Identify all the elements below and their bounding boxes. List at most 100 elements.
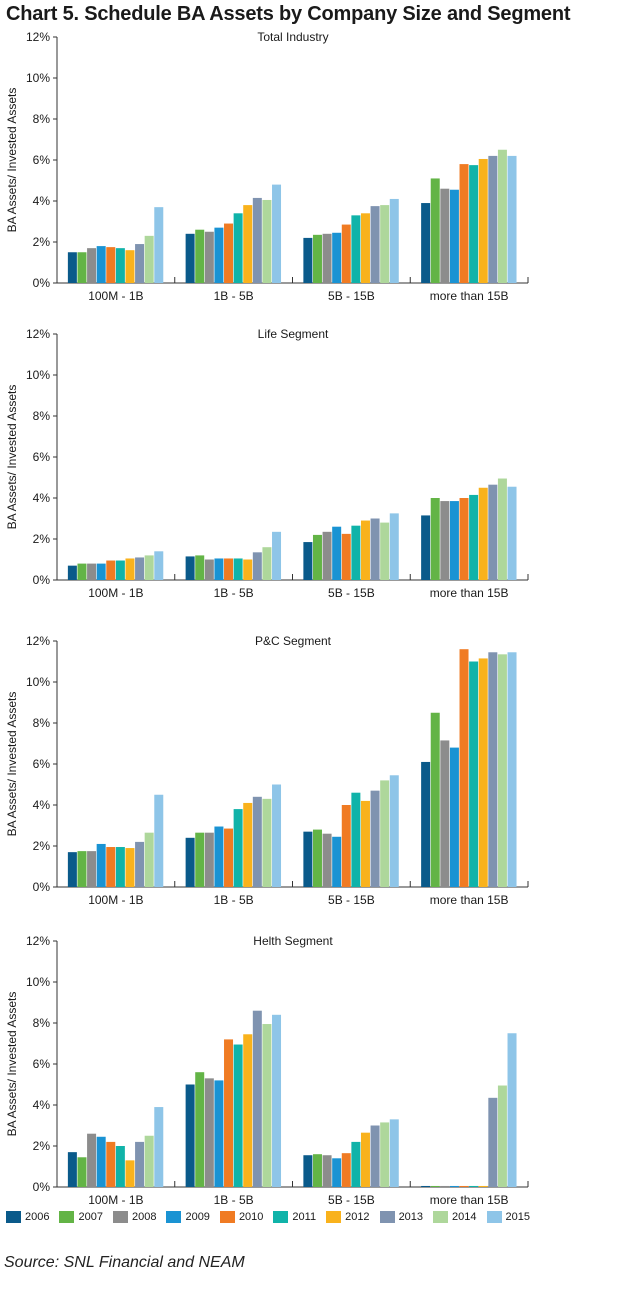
legend-swatch [219,1211,235,1223]
x-tick-label: 1B - 5B [214,289,254,303]
bar-2015 [389,775,399,887]
x-tick-label: more than 15B [430,586,509,600]
bar-2015 [154,1107,164,1187]
y-axis-title: BA Assets/ Invested Assets [5,992,19,1137]
bar-2011 [233,558,243,580]
y-tick-label: 10% [26,71,50,85]
bar-2009 [96,563,106,580]
y-tick-label: 2% [33,839,51,853]
legend-swatch [326,1211,342,1223]
bar-2010 [106,560,116,580]
bar-2014 [380,522,390,580]
x-tick-label: 5B - 15B [328,289,375,303]
bar-2006 [185,1084,195,1187]
bar-2008 [87,248,97,283]
legend-item-2015: 2015 [486,1211,530,1223]
bar-2014 [262,1024,272,1187]
bar-2012 [478,1185,488,1187]
legend-item-2011: 2011 [273,1211,316,1223]
bar-2010 [459,164,469,283]
bar-2011 [233,213,243,283]
x-tick-label: 1B - 5B [214,893,254,907]
bar-2014 [497,149,507,283]
bar-2009 [214,227,224,283]
bar-2008 [87,1133,97,1187]
bar-2007 [312,829,322,887]
bar-2012 [478,658,488,887]
x-tick-label: 1B - 5B [214,1193,254,1207]
x-tick-label: 100M - 1B [88,289,143,303]
y-tick-label: 6% [33,757,51,771]
chart-panel-total-industry: 0% 2% 4% 6% 8% 10% 12% BA Assets/ Invested Asse… [5,30,529,303]
bar-2007 [312,534,322,580]
bar-2007 [195,555,205,580]
bar-2006 [67,252,77,283]
bar-2006 [303,1155,313,1187]
bar-2011 [469,165,479,283]
legend-swatch [6,1211,21,1223]
bar-2008 [322,531,332,580]
bar-2015 [272,784,282,887]
bar-2010 [106,1141,116,1187]
bar-2014 [262,547,272,580]
bar-2015 [507,1033,517,1187]
bar-2010 [106,247,116,283]
bar-2007 [312,1154,322,1187]
bar-2015 [272,184,282,283]
bar-2009 [214,826,224,887]
bar-2008 [322,1155,332,1187]
bar-2011 [351,1141,361,1187]
bar-2006 [303,831,313,887]
bar-2008 [322,833,332,887]
bar-2009 [214,1080,224,1187]
bar-2010 [459,1185,469,1187]
bar-2012 [360,213,370,283]
legend-swatch [59,1211,75,1223]
bar-2013 [370,790,380,887]
legend-label: 2012 [345,1211,370,1223]
bar-2015 [154,551,164,580]
bar-2006 [421,761,431,887]
bar-2015 [154,207,164,283]
legend-item-2009: 2009 [166,1211,210,1223]
bar-2009 [449,189,459,283]
bar-2009 [96,843,106,887]
bar-2009 [449,747,459,887]
bar-2010 [106,847,116,887]
bar-2012 [243,1034,253,1187]
bar-2008 [204,1078,214,1187]
legend: 2006 2007 2008 2009 2010 2011 2012 2013 … [6,1211,540,1223]
bar-2012 [360,520,370,580]
bar-2007 [195,1072,205,1187]
bar-2009 [96,246,106,283]
bar-2015 [507,486,517,580]
bar-2011 [351,525,361,580]
x-tick-label: more than 15B [430,893,509,907]
bar-2007 [195,229,205,283]
bar-2015 [507,652,517,887]
bar-2012 [243,559,253,580]
bar-2006 [185,837,195,887]
y-tick-label: 4% [33,491,51,505]
legend-item-2007: 2007 [59,1211,103,1223]
y-tick-label: 0% [33,880,51,894]
bar-2014 [144,235,154,283]
bar-2015 [272,531,282,580]
y-tick-label: 0% [33,573,51,587]
bar-2010 [341,805,351,887]
bar-2006 [421,203,431,283]
bar-2009 [332,526,342,580]
bar-2008 [440,1185,450,1187]
bar-2013 [252,552,262,580]
bar-2007 [77,252,87,283]
legend-item-2014: 2014 [433,1211,477,1223]
y-tick-label: 8% [33,112,51,126]
bar-2010 [341,533,351,580]
chart-title: Chart 5. Schedule BA Assets by Company S… [6,3,571,25]
panel-title: P&C Segment [255,634,332,648]
bar-2009 [449,501,459,580]
y-tick-label: 6% [33,450,51,464]
legend-label: 2010 [238,1211,264,1223]
source-note: Source: SNL Financial and NEAM [4,1254,245,1271]
bar-2011 [115,248,125,283]
